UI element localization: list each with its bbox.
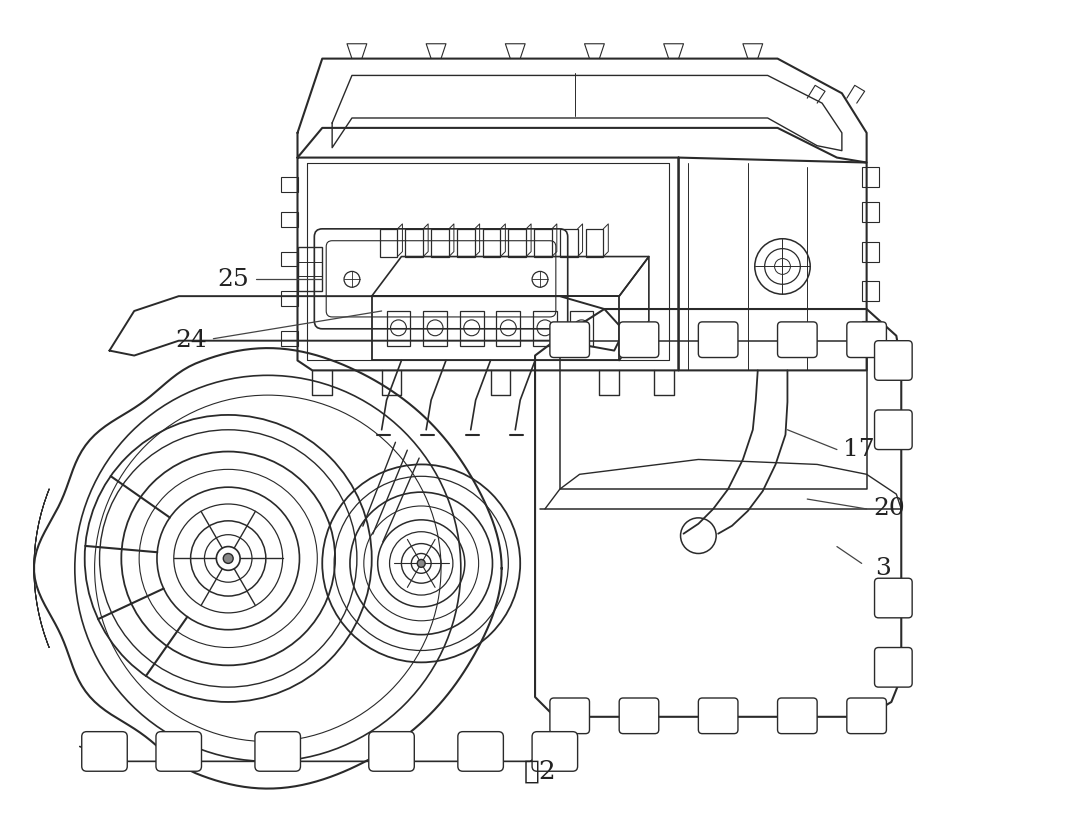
Bar — [862, 202, 879, 222]
Bar — [281, 291, 298, 306]
Text: 17: 17 — [842, 438, 875, 461]
Bar — [559, 229, 578, 257]
Bar — [281, 331, 298, 346]
FancyBboxPatch shape — [82, 732, 127, 771]
Circle shape — [417, 559, 426, 567]
FancyBboxPatch shape — [847, 322, 887, 358]
Bar — [281, 178, 298, 192]
Bar — [862, 242, 879, 262]
Bar — [281, 212, 298, 227]
Bar — [297, 247, 322, 291]
Bar — [380, 229, 397, 257]
FancyBboxPatch shape — [156, 732, 202, 771]
Text: 20: 20 — [874, 497, 905, 521]
Bar — [387, 311, 410, 346]
Bar — [483, 229, 500, 257]
FancyBboxPatch shape — [619, 322, 659, 358]
FancyBboxPatch shape — [550, 698, 590, 734]
Circle shape — [224, 553, 233, 563]
FancyBboxPatch shape — [532, 732, 578, 771]
FancyBboxPatch shape — [778, 322, 818, 358]
FancyBboxPatch shape — [619, 698, 659, 734]
FancyBboxPatch shape — [875, 341, 913, 381]
Text: 25: 25 — [217, 268, 249, 291]
FancyBboxPatch shape — [847, 698, 887, 734]
Bar — [585, 229, 604, 257]
Bar — [372, 296, 619, 360]
FancyBboxPatch shape — [699, 322, 738, 358]
Bar — [423, 311, 447, 346]
Bar — [457, 229, 475, 257]
Bar — [862, 167, 879, 187]
Bar — [460, 311, 484, 346]
FancyBboxPatch shape — [875, 410, 913, 450]
Bar — [405, 229, 423, 257]
FancyBboxPatch shape — [458, 732, 503, 771]
Bar — [862, 281, 879, 301]
Bar — [431, 229, 449, 257]
FancyBboxPatch shape — [255, 732, 300, 771]
FancyBboxPatch shape — [875, 578, 913, 618]
FancyBboxPatch shape — [778, 698, 818, 734]
Bar — [509, 229, 526, 257]
Bar — [862, 321, 879, 341]
Bar — [281, 252, 298, 267]
Bar — [569, 311, 593, 346]
Bar — [497, 311, 521, 346]
Text: 24: 24 — [176, 329, 207, 352]
Text: 图2: 图2 — [524, 759, 556, 784]
Bar — [535, 229, 552, 257]
FancyBboxPatch shape — [699, 698, 738, 734]
Bar — [297, 262, 322, 276]
FancyBboxPatch shape — [550, 322, 590, 358]
FancyBboxPatch shape — [368, 732, 415, 771]
Text: 3: 3 — [876, 557, 891, 579]
FancyBboxPatch shape — [875, 648, 913, 687]
Bar — [534, 311, 557, 346]
